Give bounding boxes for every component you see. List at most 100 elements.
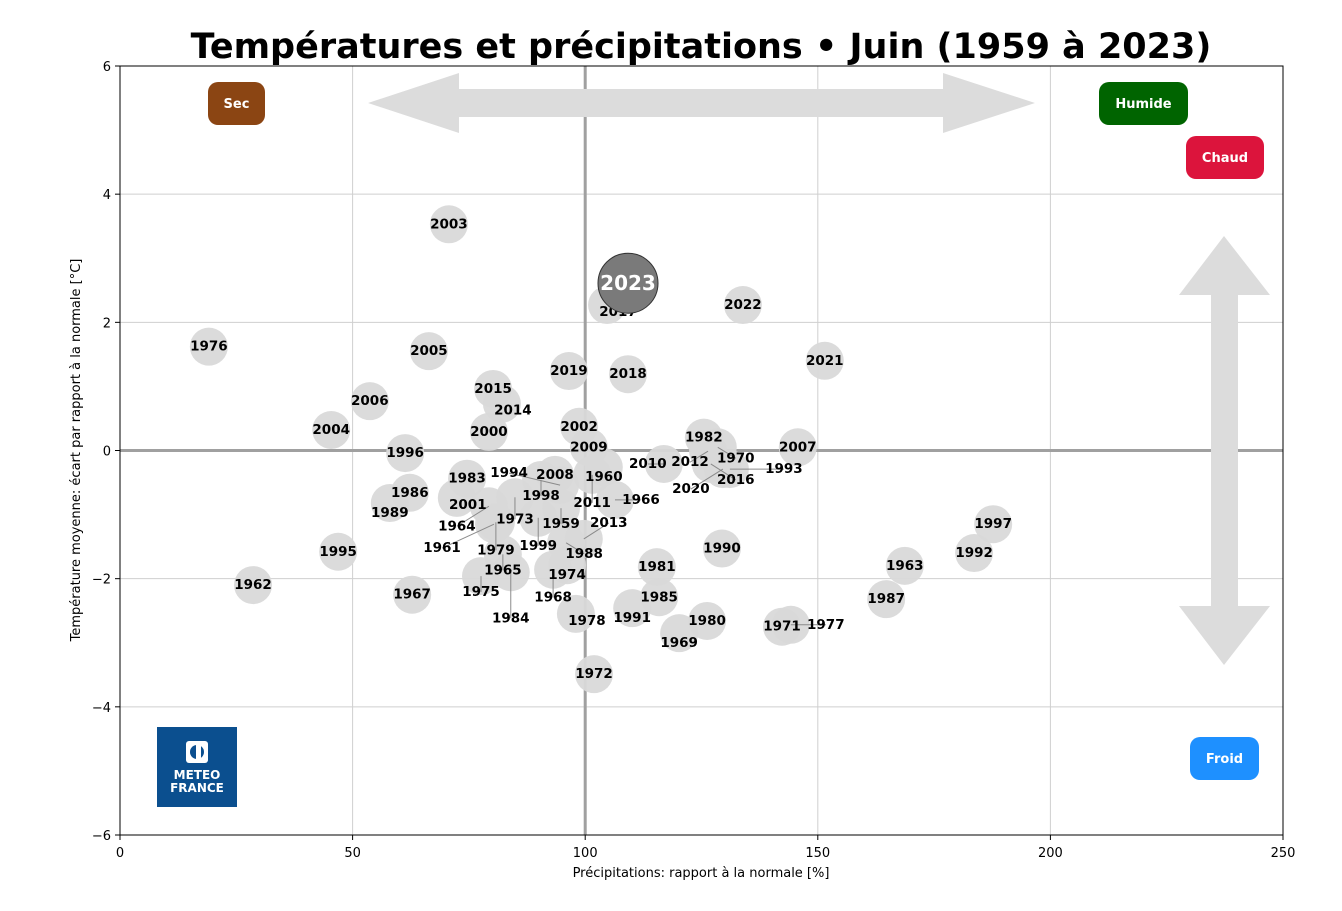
point-label-1971: 1971 [763,619,801,635]
y-tick-label: −4 [92,701,111,716]
point-2023-highlight [597,252,659,314]
point-1976 [189,327,228,366]
points: 2017202220031976200520212019201820152014… [189,205,1013,694]
point-1967 [393,575,432,614]
point-label-1970: 1970 [717,450,755,466]
leader-line-2013 [583,522,610,540]
point-label-2019: 2019 [550,363,588,379]
point-label-1982: 1982 [685,430,723,446]
point-label-2009: 2009 [570,439,608,455]
point-label-2007: 2007 [779,439,817,455]
point-label-1963: 1963 [886,558,924,574]
point-label-2023: 2023 [600,271,656,295]
point-label-1959: 1959 [542,516,580,532]
leader-line-2020 [690,468,724,490]
leader-line-1970 [717,446,737,459]
chart-title: Températures et précipitations • Juin (1… [191,27,1212,67]
direction-arrows [368,73,1270,665]
point-1997 [974,505,1013,544]
horizontal-arrow [368,73,1035,133]
point-1962 [234,566,273,605]
cold-label: Froid [1190,737,1259,780]
x-tick-label: 250 [1271,846,1296,861]
point-label-2011: 2011 [573,495,611,511]
point-label-1997: 1997 [974,516,1012,532]
point-label-1991: 1991 [613,610,651,626]
point-label-1965: 1965 [484,562,522,578]
point-label-1983: 1983 [448,471,486,487]
point-1991 [613,589,652,628]
point-2022 [723,286,762,325]
point-2000 [469,412,508,451]
point-label-2008: 2008 [536,467,574,483]
point-2019 [549,352,588,391]
y-tick-label: −6 [92,829,111,844]
dry-label-text: Sec [224,97,250,112]
point-2005 [409,332,448,371]
point-2018 [608,355,647,394]
point-label-1986: 1986 [391,485,429,501]
point-1990 [702,529,741,568]
leader-line-1964 [456,505,490,527]
hot-label-text: Chaud [1202,151,1248,166]
quadrant-labels: Sec Humide Chaud Froid [208,82,1264,780]
point-label-1996: 1996 [386,445,424,461]
point-label-1988: 1988 [565,546,603,562]
point-2007 [778,428,817,467]
point-2004 [312,410,351,449]
point-label-1972: 1972 [575,666,613,682]
point-label-2001: 2001 [449,497,487,513]
point-label-1989: 1989 [371,505,409,521]
point-label-2004: 2004 [312,422,350,438]
point-2003 [429,205,468,244]
x-tick-label: 150 [805,846,830,861]
point-1995 [319,532,358,571]
y-axis-label: Température moyenne: écart par rapport à… [69,259,84,643]
x-tick-label: 200 [1038,846,1063,861]
x-axis-label: Précipitations: rapport à la normale [%] [573,866,830,881]
point-label-1981: 1981 [638,559,676,575]
point-label-2016: 2016 [717,472,755,488]
hot-label: Chaud [1186,136,1264,179]
point-label-2015: 2015 [474,381,512,397]
axes: 0 50 100 150 200 250 −6 −4 −2 0 2 4 6 [92,60,1296,861]
point-1996 [386,434,425,473]
point-label-1964: 1964 [438,518,476,534]
point-label-1987: 1987 [867,591,905,607]
point-label-2020: 2020 [672,481,710,497]
point-label-1975: 1975 [462,584,500,600]
y-tick-label: −2 [92,573,111,588]
point-label-2013: 2013 [590,515,628,531]
point-label-1961: 1961 [423,540,461,556]
x-tick-label: 100 [573,846,598,861]
point-2021 [805,341,844,380]
point-1981 [637,548,676,587]
leader-line-1994 [508,472,561,486]
point-label-2010: 2010 [629,456,667,472]
y-tick-label: 4 [103,188,111,203]
point-label-1962: 1962 [234,577,272,593]
point-1992 [955,534,994,573]
leader-line-2012 [689,450,709,463]
point-label-2018: 2018 [609,366,647,382]
point-label-2014: 2014 [494,403,532,419]
point-label-2012: 2012 [671,454,709,470]
point-label-1993: 1993 [765,461,803,477]
point-label-1973: 1973 [496,511,534,527]
point-2014 [482,384,521,423]
meteo-france-logo: METEO FRANCE [157,727,237,807]
x-tick-label: 0 [116,846,124,861]
point-labels: 2017202220031976200520212019201820152014… [190,216,1012,682]
point-label-2002: 2002 [560,419,598,435]
point-1969 [660,614,699,653]
point-label-1977: 1977 [807,617,845,633]
y-tick-label: 6 [103,60,111,75]
y-tick-label: 2 [103,316,111,331]
point-1987 [867,580,906,619]
point-label-1960: 1960 [585,469,623,485]
x-tick-label: 50 [344,846,361,861]
wet-label-text: Humide [1115,97,1171,112]
point-label-2022: 2022 [724,297,762,313]
point-label-1995: 1995 [319,544,357,560]
